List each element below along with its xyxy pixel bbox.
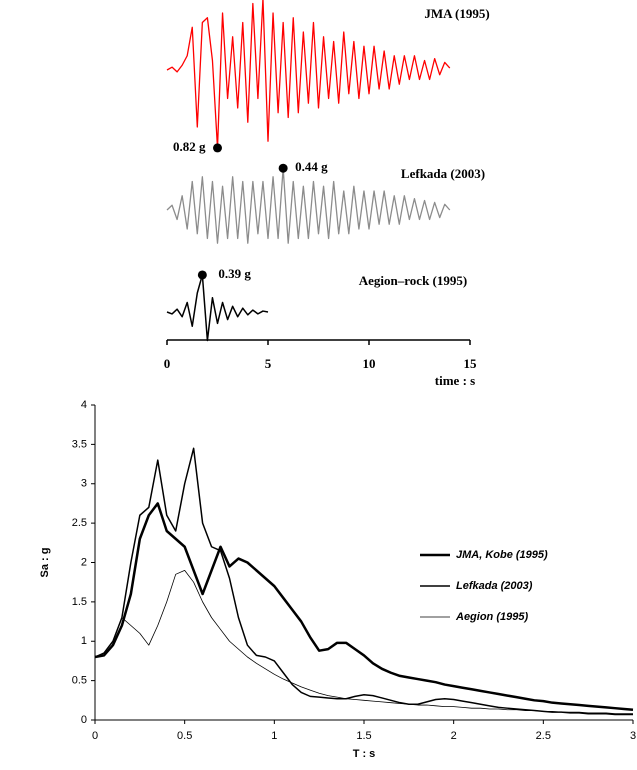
peak-marker: [197, 270, 207, 280]
peak-marker: [278, 163, 288, 173]
y-tick-label: 1: [81, 635, 87, 647]
peak-label: 0.44 g: [295, 159, 328, 174]
y-tick-label: 1.5: [72, 596, 87, 608]
x-tick-label: 2.5: [536, 730, 551, 742]
x-tick-label: 3: [630, 730, 636, 742]
x-tick-label: 5: [265, 356, 272, 371]
y-tick-label: 0.5: [72, 675, 87, 687]
trace-name: Aegion–rock (1995): [359, 273, 467, 288]
x-tick-label: 1.5: [356, 730, 371, 742]
x-axis-label: time : s: [435, 373, 475, 388]
legend-label: Lefkada (2003): [456, 580, 533, 592]
y-tick-label: 3: [81, 478, 87, 490]
spectrum-line: [94, 447, 633, 716]
y-tick-label: 2.5: [72, 517, 87, 529]
y-tick-label: 2: [81, 556, 87, 568]
legend-label: JMA, Kobe (1995): [456, 549, 548, 561]
y-tick-label: 4: [81, 399, 87, 411]
trace: [166, 0, 451, 149]
x-tick-label: 10: [363, 356, 376, 371]
y-tick-label: 3.5: [72, 438, 87, 450]
x-tick-label: 2: [451, 730, 457, 742]
y-axis-label: Sa : g: [39, 548, 51, 578]
x-tick-label: 0.5: [177, 730, 192, 742]
peak-label: 0.39 g: [218, 266, 251, 281]
x-tick-label: 0: [164, 356, 171, 371]
x-axis-label: T : s: [353, 748, 376, 760]
peak-marker: [213, 143, 222, 153]
x-tick-label: 0: [92, 730, 98, 742]
spectrum-line: [94, 569, 633, 715]
y-tick-label: 0: [81, 714, 87, 726]
x-tick-label: 1: [271, 730, 277, 742]
legend-label: Aegion (1995): [455, 611, 528, 623]
trace-name: JMA (1995): [424, 6, 489, 21]
spectrum-line: [94, 502, 634, 712]
x-tick-label: 15: [464, 356, 478, 371]
peak-label: 0.82 g: [173, 139, 206, 154]
trace: [166, 167, 451, 244]
trace-name: Lefkada (2003): [401, 166, 485, 181]
trace: [166, 274, 269, 342]
